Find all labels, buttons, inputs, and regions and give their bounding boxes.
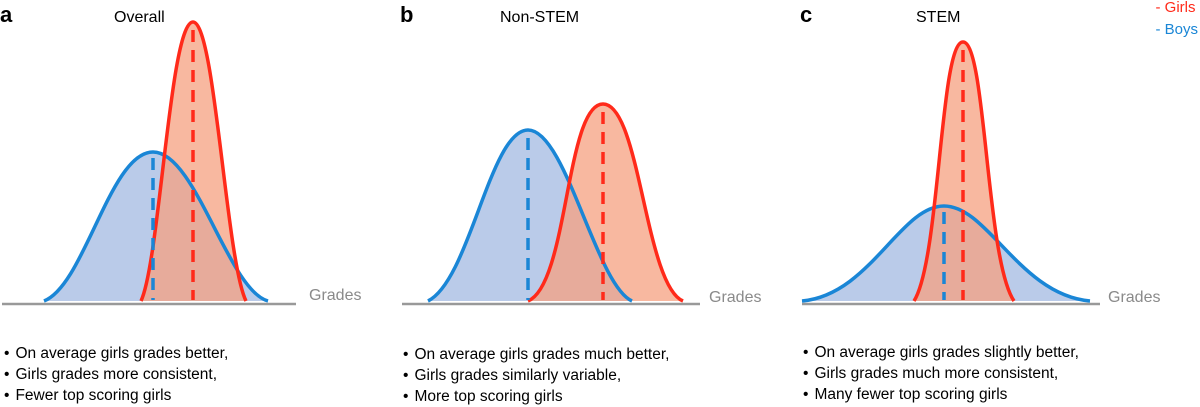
grades-axis-label: Grades <box>1108 289 1161 306</box>
grades-axis-label: Grades <box>709 289 762 306</box>
panel-letter: b <box>400 2 414 27</box>
bullet-item: On average girls grades slightly better, <box>803 342 1079 363</box>
bullet-item: On average girls grades better, <box>4 343 228 364</box>
panel-letter: c <box>800 2 813 27</box>
legend: - Girls - Boys <box>1155 0 1198 41</box>
panel-title: Non-STEM <box>500 9 580 26</box>
bullet-item: More top scoring girls <box>403 386 669 407</box>
panel-title: Overall <box>114 9 165 26</box>
bullet-list: On average girls grades much better, Gir… <box>403 344 669 407</box>
girls-curve <box>912 40 1016 302</box>
non-stem-curves <box>402 102 700 306</box>
boys-curve <box>43 150 269 303</box>
bullet-item: Girls grades much more consistent, <box>803 363 1079 384</box>
boys-curve <box>427 128 633 303</box>
stem-curves <box>801 40 1100 306</box>
legend-boys: - Boys <box>1155 21 1198 38</box>
panel-letter: a <box>0 2 13 27</box>
panel-overall: a Overall Grades On average girls grades… <box>0 0 400 407</box>
legend-girls: - Girls <box>1155 0 1196 16</box>
grades-axis-label: Grades <box>309 287 362 304</box>
bullet-item: Girls grades similarly variable, <box>403 365 669 386</box>
overall-curves <box>2 20 296 306</box>
bullet-list: On average girls grades slightly better,… <box>803 342 1079 405</box>
panel-stem: c STEM Grades On average girls grades sl… <box>800 0 1200 407</box>
bullet-item: Fewer top scoring girls <box>4 385 228 406</box>
bullet-item: Many fewer top scoring girls <box>803 384 1079 405</box>
girls-curve <box>527 102 684 303</box>
bullet-item: Girls grades more consistent, <box>4 364 228 385</box>
boys-curve <box>801 204 1091 303</box>
bullet-item: On average girls grades much better, <box>403 344 669 365</box>
panel-non-stem: b Non-STEM Grades On average girls grade… <box>400 0 800 407</box>
bullet-list: On average girls grades better, Girls gr… <box>4 343 228 406</box>
girls-curve <box>139 20 248 302</box>
panel-title: STEM <box>916 9 961 26</box>
girls-area <box>528 104 683 301</box>
